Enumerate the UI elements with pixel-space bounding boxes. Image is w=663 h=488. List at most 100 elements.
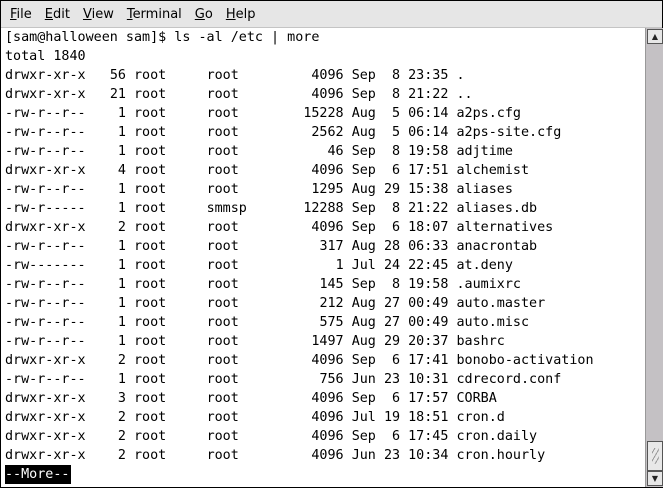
- day: 8: [392, 201, 401, 216]
- file-entry-row: -rw-r--r-- 1 root root 756 Jun 23 10:31 …: [5, 370, 594, 389]
- day: 29: [383, 182, 401, 197]
- file-entry-row: drwxr-xr-x 3 root root 4096 Sep 6 17:57 …: [5, 389, 594, 408]
- month: Sep: [351, 353, 376, 368]
- day: 8: [392, 277, 401, 292]
- filename: auto.master: [456, 296, 546, 311]
- day: 6: [392, 220, 401, 235]
- day: 23: [383, 372, 401, 387]
- size: 575: [319, 315, 344, 330]
- owner: root: [134, 353, 167, 368]
- filename: .aumixrc: [456, 277, 522, 292]
- menu-edit[interactable]: Edit: [44, 6, 70, 22]
- file-entry-row: drwxr-xr-x 56 root root 4096 Sep 8 23:35…: [5, 66, 594, 85]
- permissions: -rw-r--r--: [5, 315, 86, 330]
- size: 4096: [311, 391, 344, 406]
- filename: cron.daily: [456, 429, 538, 444]
- owner: root: [134, 144, 167, 159]
- permissions: -rw-------: [5, 258, 86, 273]
- group: root: [206, 220, 239, 235]
- day: 8: [392, 144, 401, 159]
- more-prompt[interactable]: --More--: [5, 465, 71, 484]
- permissions: drwxr-xr-x: [5, 163, 86, 178]
- scroll-down-button[interactable]: ▼: [647, 471, 663, 486]
- menu-view[interactable]: View: [82, 6, 114, 22]
- filename: .: [456, 68, 465, 83]
- arrow-down-icon: ▼: [651, 474, 659, 483]
- group: root: [206, 239, 239, 254]
- group: root: [206, 296, 239, 311]
- owner: root: [134, 372, 167, 387]
- link-count: 2: [117, 429, 126, 444]
- time: 15:38: [408, 182, 449, 197]
- owner: root: [134, 315, 167, 330]
- scroll-up-button[interactable]: ▲: [647, 29, 663, 44]
- size: 317: [319, 239, 344, 254]
- time: 21:22: [408, 201, 449, 216]
- file-entry-row: drwxr-xr-x 2 root root 4096 Sep 6 17:45 …: [5, 427, 594, 446]
- month: Sep: [351, 277, 376, 292]
- day: 27: [383, 296, 401, 311]
- month: Sep: [351, 87, 376, 102]
- link-count: 1: [117, 334, 126, 349]
- time: 17:41: [408, 353, 449, 368]
- filename: aliases.db: [456, 201, 538, 216]
- owner: root: [134, 163, 167, 178]
- month: Jun: [351, 372, 376, 387]
- permissions: -rw-r--r--: [5, 372, 86, 387]
- filename: bashrc: [456, 334, 505, 349]
- owner: root: [134, 277, 167, 292]
- terminal-output[interactable]: [sam@halloween sam]$ ls -al /etc | more …: [1, 28, 645, 487]
- link-count: 1: [117, 106, 126, 121]
- size: 4096: [311, 429, 344, 444]
- scrollbar-thumb[interactable]: [647, 441, 663, 471]
- permissions: -rw-r--r--: [5, 296, 86, 311]
- time: 18:51: [408, 410, 449, 425]
- month: Jul: [351, 258, 376, 273]
- group: root: [206, 87, 239, 102]
- menu-help[interactable]: Help: [225, 6, 256, 22]
- file-entry-row: -rw-r----- 1 root smmsp 12288 Sep 8 21:2…: [5, 199, 594, 218]
- size: 15228: [303, 106, 344, 121]
- month: Sep: [351, 144, 376, 159]
- day: 6: [392, 429, 401, 444]
- time: 21:22: [408, 87, 449, 102]
- permissions: -rw-r--r--: [5, 106, 86, 121]
- owner: root: [134, 239, 167, 254]
- size: 1: [335, 258, 344, 273]
- size: 4096: [311, 163, 344, 178]
- permissions: drwxr-xr-x: [5, 410, 86, 425]
- filename: cron.d: [456, 410, 505, 425]
- vertical-scrollbar[interactable]: ▲ ▼: [645, 28, 663, 487]
- time: 00:49: [408, 296, 449, 311]
- group: root: [206, 391, 239, 406]
- day: 23: [383, 448, 401, 463]
- file-entry-row: -rw-r--r-- 1 root root 2562 Aug 5 06:14 …: [5, 123, 594, 142]
- menu-terminal[interactable]: Terminal: [126, 6, 182, 22]
- owner: root: [134, 296, 167, 311]
- size: 1497: [311, 334, 344, 349]
- group: root: [206, 429, 239, 444]
- file-entry-row: -rw-r--r-- 1 root root 317 Aug 28 06:33 …: [5, 237, 594, 256]
- month: Sep: [351, 163, 376, 178]
- filename: a2ps-site.cfg: [456, 125, 562, 140]
- file-entry-row: -rw-r--r-- 1 root root 46 Sep 8 19:58 ad…: [5, 142, 594, 161]
- permissions: -rw-r--r--: [5, 182, 86, 197]
- file-entry-row: -rw-r--r-- 1 root root 15228 Aug 5 06:14…: [5, 104, 594, 123]
- menu-go[interactable]: Go: [194, 6, 213, 22]
- owner: root: [134, 68, 167, 83]
- file-entry-row: drwxr-xr-x 2 root root 4096 Sep 6 18:07 …: [5, 218, 594, 237]
- file-entry-row: -rw------- 1 root root 1 Jul 24 22:45 at…: [5, 256, 594, 275]
- link-count: 21: [109, 87, 126, 102]
- owner: root: [134, 334, 167, 349]
- size: 4096: [311, 353, 344, 368]
- link-count: 1: [117, 201, 126, 216]
- arrow-up-icon: ▲: [651, 32, 659, 41]
- filename: alternatives: [456, 220, 554, 235]
- day: 8: [392, 87, 401, 102]
- menu-file[interactable]: File: [10, 6, 32, 22]
- time: 00:49: [408, 315, 449, 330]
- day: 5: [392, 125, 401, 140]
- day: 8: [392, 68, 401, 83]
- file-entry-row: drwxr-xr-x 2 root root 4096 Jul 19 18:51…: [5, 408, 594, 427]
